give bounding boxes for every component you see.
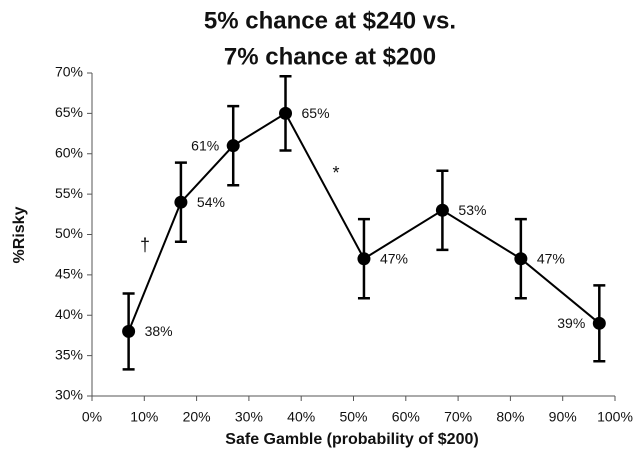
x-axis-title: Safe Gamble (probability of $200) (225, 431, 478, 448)
data-label: 39% (557, 315, 585, 331)
data-label: 53% (458, 202, 486, 218)
x-tick-label: 20% (183, 409, 211, 425)
data-label: 61% (191, 137, 219, 153)
y-tick-label: 35% (55, 346, 83, 362)
data-line (127, 111, 600, 332)
data-point (592, 316, 606, 330)
data-label: 38% (145, 323, 173, 339)
y-tick-label: 30% (55, 387, 83, 403)
x-tick-label: 100% (597, 409, 633, 425)
x-tick-label: 90% (549, 409, 577, 425)
data-point (174, 195, 188, 209)
x-tick-label: 0% (82, 409, 102, 425)
y-tick-label: 60% (55, 144, 83, 160)
data-point (514, 252, 528, 266)
x-tick-label: 30% (235, 409, 263, 425)
y-tick-label: 65% (55, 104, 83, 120)
y-axis-title: %Risky (11, 206, 28, 263)
x-tick-label: 60% (392, 409, 420, 425)
y-tick-label: 50% (55, 225, 83, 241)
y-tick-label: 45% (55, 266, 83, 282)
annotation: * (332, 163, 339, 183)
y-tick-label: 55% (55, 185, 83, 201)
annotation: † (140, 235, 150, 255)
data-point (435, 203, 449, 217)
chart-title: 7% chance at $200 (224, 43, 436, 70)
chart-title: 5% chance at $240 vs. (204, 7, 456, 34)
data-label: 47% (380, 250, 408, 266)
x-tick-label: 10% (130, 409, 158, 425)
data-label: 65% (302, 105, 330, 121)
x-tick-label: 50% (339, 409, 367, 425)
y-tick-label: 40% (55, 306, 83, 322)
data-label: 54% (197, 194, 225, 210)
data-point (226, 139, 240, 153)
x-tick-label: 70% (444, 409, 472, 425)
x-tick-label: 40% (287, 409, 315, 425)
data-point (357, 252, 371, 266)
data-point (122, 324, 136, 338)
x-tick-label: 80% (496, 409, 524, 425)
y-tick-label: 70% (55, 64, 83, 80)
data-label: 47% (537, 250, 565, 266)
data-point (279, 106, 293, 120)
